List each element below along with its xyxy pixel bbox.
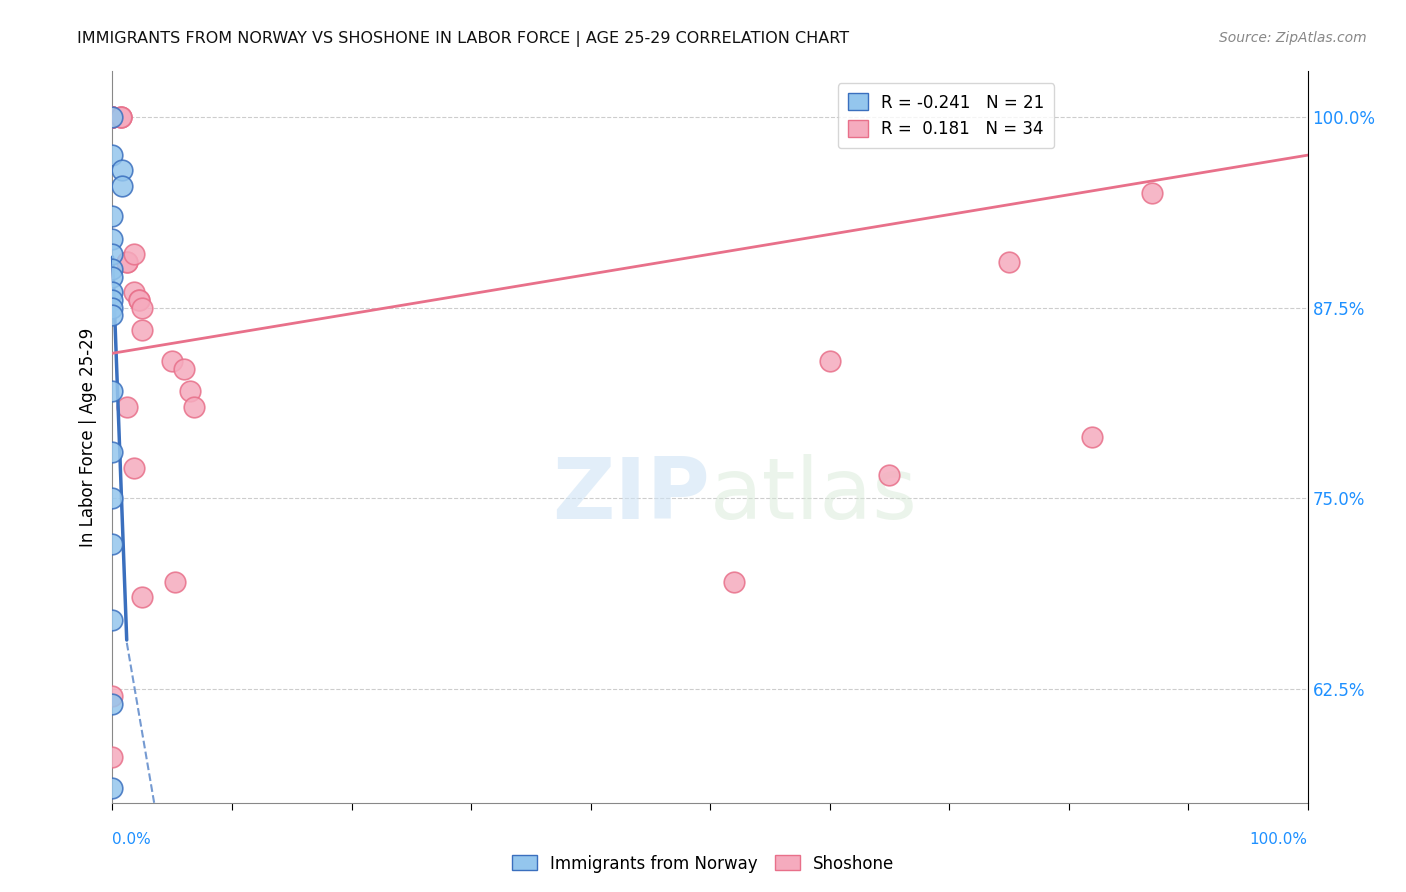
Point: [101, 285, 124, 300]
Text: ZIP: ZIP: [553, 454, 710, 537]
Point: [122, 460, 145, 475]
Point: [101, 247, 124, 261]
Point: [101, 445, 124, 459]
Legend: Immigrants from Norway, Shoshone: Immigrants from Norway, Shoshone: [505, 848, 901, 880]
Point: [101, 491, 124, 505]
Point: [101, 750, 124, 764]
Point: [998, 255, 1021, 269]
Point: [101, 270, 124, 285]
Point: [110, 110, 132, 124]
Point: [122, 247, 145, 261]
Point: [131, 323, 153, 337]
Point: [101, 110, 124, 124]
Point: [101, 537, 124, 551]
Point: [162, 354, 183, 368]
Point: [101, 110, 124, 124]
Point: [101, 232, 124, 246]
Text: 100.0%: 100.0%: [1250, 832, 1308, 847]
Point: [101, 209, 124, 223]
Point: [101, 110, 124, 124]
Point: [101, 613, 124, 627]
Legend: R = -0.241   N = 21, R =  0.181   N = 34: R = -0.241 N = 21, R = 0.181 N = 34: [838, 83, 1054, 148]
Point: [101, 110, 124, 124]
Text: Source: ZipAtlas.com: Source: ZipAtlas.com: [1219, 31, 1367, 45]
Point: [723, 574, 745, 589]
Point: [101, 301, 124, 315]
Point: [101, 262, 124, 277]
Point: [128, 293, 150, 307]
Point: [101, 110, 124, 124]
Point: [1081, 430, 1104, 444]
Point: [115, 400, 138, 414]
Point: [101, 697, 124, 711]
Point: [1142, 186, 1164, 201]
Point: [101, 110, 124, 124]
Point: [131, 590, 153, 604]
Point: [101, 308, 124, 322]
Point: [122, 285, 145, 300]
Point: [101, 148, 124, 162]
Point: [110, 110, 132, 124]
Point: [101, 110, 124, 124]
Point: [163, 574, 186, 589]
Point: [101, 110, 124, 124]
Point: [173, 361, 195, 376]
Text: atlas: atlas: [710, 454, 918, 537]
Point: [183, 400, 205, 414]
Point: [101, 689, 124, 703]
Point: [128, 293, 150, 307]
Point: [111, 178, 134, 193]
Point: [879, 468, 901, 483]
Point: [111, 163, 134, 178]
Text: IMMIGRANTS FROM NORWAY VS SHOSHONE IN LABOR FORCE | AGE 25-29 CORRELATION CHART: IMMIGRANTS FROM NORWAY VS SHOSHONE IN LA…: [77, 31, 849, 47]
Point: [101, 780, 124, 795]
Point: [115, 255, 138, 269]
Point: [115, 255, 138, 269]
Point: [818, 354, 841, 368]
Point: [101, 293, 124, 307]
Point: [110, 110, 132, 124]
Point: [101, 384, 124, 399]
Point: [131, 301, 153, 315]
Y-axis label: In Labor Force | Age 25-29: In Labor Force | Age 25-29: [79, 327, 97, 547]
Point: [179, 384, 201, 399]
Text: 0.0%: 0.0%: [112, 832, 152, 847]
